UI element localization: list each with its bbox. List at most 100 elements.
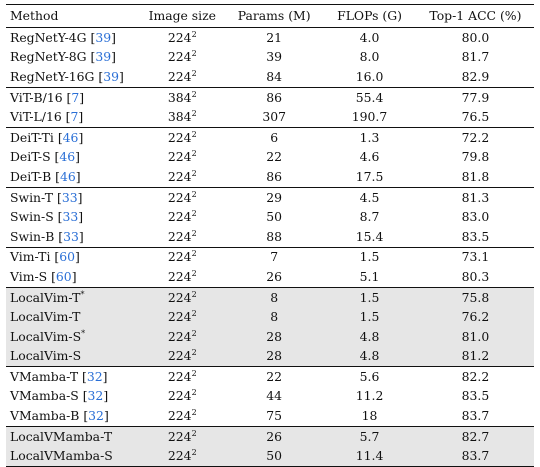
acc-cell: 83.5 (461, 388, 490, 404)
image-size-exponent: 2 (191, 268, 197, 278)
method-cell: RegNetY-8G [39] (10, 49, 116, 65)
image-size-cell: 2242 (138, 207, 226, 227)
citation-link[interactable]: 7 (70, 109, 79, 125)
method-name: VMamba-S (10, 388, 79, 404)
row-group: RegNetY-4G [39] 2242 21 4.0 80.0 RegNetY-8G [… (6, 28, 534, 88)
citation-link[interactable]: 33 (63, 228, 79, 244)
star-marker: * (80, 289, 85, 299)
image-size-base: 224 (167, 408, 192, 424)
method-name: ViT-B/16 (10, 89, 63, 105)
citation-link[interactable]: 32 (88, 408, 104, 424)
citation-link[interactable]: 32 (87, 388, 104, 404)
image-size-base: 224 (167, 428, 192, 444)
method-cell: LocalVim-T (6, 307, 139, 327)
method-name: DeiT-Ti (10, 129, 54, 145)
flops-cell: 5.6 (359, 368, 380, 384)
citation-link[interactable]: 60 (55, 268, 72, 284)
citation-link[interactable]: 39 (95, 49, 112, 65)
image-size-exponent: 2 (191, 89, 197, 99)
table-row: Swin-S [33] 2242 50 8.7 83.0 (6, 207, 534, 227)
citation-link[interactable]: 33 (62, 209, 79, 225)
acc-cell: 82.7 (416, 426, 534, 447)
method-cell: RegNetY-16G [39] (10, 68, 124, 84)
image-size-cell: 2242 (138, 127, 226, 147)
params-cell: 307 (262, 109, 286, 125)
acc-cell: 82.9 (461, 68, 490, 84)
image-size-exponent: 2 (191, 129, 197, 139)
table-row: DeiT-B [46] 2242 86 17.5 81.8 (6, 167, 534, 187)
image-size-exponent: 2 (191, 388, 197, 398)
image-size-base: 224 (167, 289, 192, 305)
flops-cell: 55.4 (355, 89, 384, 105)
table-row: Swin-B [33] 2242 88 15.4 83.5 (6, 227, 534, 247)
table-row: LocalVim-S* 2242 28 4.8 81.0 (6, 326, 534, 347)
image-size-exponent: 2 (191, 448, 197, 458)
params-cell: 29 (266, 189, 283, 205)
flops-cell: 1.3 (359, 129, 380, 145)
column-header-flops: FLOPs (G) (337, 8, 402, 23)
citation-link[interactable]: 39 (103, 68, 119, 84)
citation-link[interactable]: 46 (59, 168, 76, 184)
acc-cell: 83.5 (461, 228, 490, 244)
row-group: VMamba-T [32] 2242 22 5.6 82.2 VMamba-S [32] 2… (6, 366, 534, 427)
image-size-cell: 2242 (138, 406, 226, 426)
method-cell: LocalVim-T* (6, 287, 139, 308)
star-marker: * (81, 328, 86, 338)
method-name: LocalVMamba-S (10, 448, 113, 464)
results-table: Method Image size Params (M) FLOPs (G) T… (6, 4, 534, 467)
image-size-cell: 2242 (138, 67, 226, 87)
table-row: VMamba-B [32] 2242 75 18 83.7 (6, 406, 534, 426)
table-row: Vim-Ti [60] 2242 7 1.5 73.1 (6, 247, 534, 267)
params-cell: 44 (266, 388, 283, 404)
method-name: LocalVim-T (10, 309, 81, 325)
image-size-base: 224 (167, 249, 192, 265)
table-row: Vim-S [60] 2242 26 5.1 80.3 (6, 267, 534, 287)
image-size-exponent: 2 (191, 368, 197, 378)
acc-cell: 81.3 (461, 189, 490, 205)
acc-cell: 81.2 (416, 346, 534, 367)
params-cell: 86 (266, 168, 283, 184)
method-cell: Swin-B [33] (10, 228, 84, 244)
method-name: Vim-S (10, 268, 48, 284)
table-row: RegNetY-16G [39] 2242 84 16.0 82.9 (6, 67, 534, 87)
acc-cell: 75.8 (416, 287, 534, 308)
image-size-cell: 2242 (138, 287, 227, 308)
flops-cell: 1.5 (322, 307, 417, 327)
method-name: DeiT-S (10, 149, 51, 165)
image-size-base: 224 (167, 309, 192, 325)
acc-cell: 83.7 (416, 446, 534, 467)
citation-link[interactable]: 33 (61, 189, 78, 205)
table-row: VMamba-T [32] 2242 22 5.6 82.2 (6, 367, 534, 387)
method-cell: Swin-S [33] (10, 209, 84, 225)
image-size-base: 224 (167, 168, 192, 184)
method-name: RegNetY-4G (10, 29, 87, 45)
image-size-base: 224 (167, 189, 192, 205)
params-cell: 26 (266, 268, 283, 284)
flops-cell: 16.0 (355, 68, 384, 84)
image-size-cell: 2242 (138, 346, 227, 367)
flops-cell: 1.5 (322, 287, 417, 308)
method-cell: LocalVMamba-S (6, 446, 139, 467)
flops-cell: 15.4 (355, 228, 384, 244)
row-group: DeiT-Ti [46] 2242 6 1.3 72.2 DeiT-S [46] 2242 2… (6, 127, 534, 187)
citation-link[interactable]: 46 (59, 149, 76, 165)
method-name: Swin-S (10, 209, 54, 225)
acc-cell: 77.9 (461, 89, 490, 105)
params-cell: 22 (266, 368, 283, 384)
method-name: Swin-T (10, 189, 54, 205)
acc-cell: 81.0 (416, 326, 534, 347)
citation-link[interactable]: 46 (62, 129, 79, 145)
method-cell: VMamba-T [32] (10, 368, 108, 384)
citation-link[interactable]: 7 (71, 89, 80, 105)
image-size-cell: 2242 (138, 148, 226, 168)
image-size-base: 384 (167, 89, 192, 105)
image-size-exponent: 2 (191, 189, 197, 199)
citation-link[interactable]: 39 (95, 29, 112, 45)
citation-link[interactable]: 32 (86, 368, 103, 384)
flops-cell: 5.7 (322, 426, 417, 447)
params-cell: 50 (226, 446, 323, 467)
citation-link[interactable]: 60 (59, 249, 75, 265)
flops-cell: 4.8 (322, 326, 417, 347)
method-cell: RegNetY-4G [39] (10, 29, 116, 45)
method-cell: VMamba-B [32] (10, 408, 109, 424)
